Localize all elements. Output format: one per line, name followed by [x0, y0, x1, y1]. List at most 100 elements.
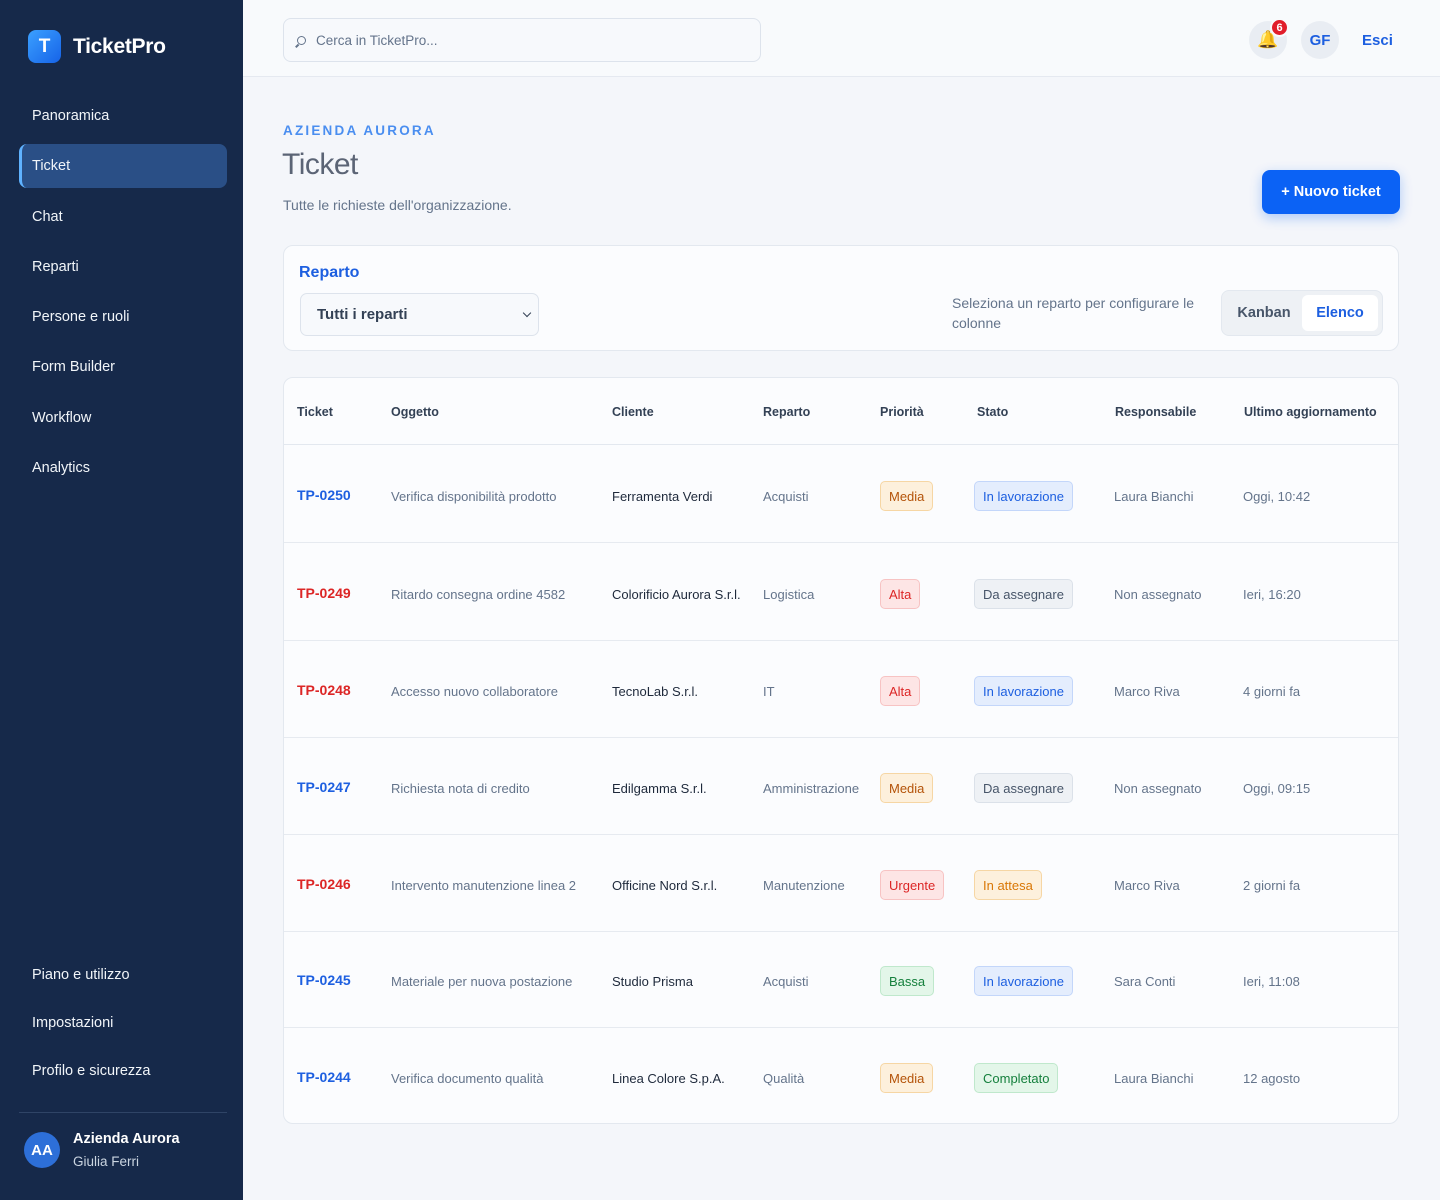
- status-badge: Completato: [974, 1063, 1059, 1093]
- sidebar-item-profilo-e-sicurezza[interactable]: Profilo e sicurezza: [32, 1063, 151, 1079]
- ticket-assignee: Marco Riva: [1114, 684, 1180, 699]
- column-header-oggetto[interactable]: Oggetto: [391, 405, 439, 419]
- view-list-button[interactable]: Elenco: [1302, 295, 1378, 331]
- table-row[interactable]: TP-0248 Accesso nuovo collaboratore Tecn…: [284, 641, 1398, 738]
- ticket-subject: Intervento manutenzione linea 2: [391, 878, 577, 893]
- view-toggle: Kanban Elenco: [1221, 290, 1383, 336]
- ticket-id-link[interactable]: TP-0247: [297, 779, 351, 795]
- ticket-updated: 2 giorni fa: [1243, 878, 1301, 893]
- column-header-responsabile[interactable]: Responsabile: [1115, 405, 1197, 419]
- priority-badge: Media: [880, 481, 934, 511]
- department-filter-hint: Seleziona un reparto per configurare le …: [952, 295, 1195, 331]
- column-header-ultimo-aggiornamento[interactable]: Ultimo aggiornamento: [1244, 405, 1377, 419]
- status-badge: In lavorazione: [974, 966, 1073, 996]
- priority-badge: Alta: [880, 676, 921, 706]
- status-badge: Da assegnare: [974, 579, 1073, 609]
- ticket-department: Acquisti: [763, 974, 809, 989]
- column-header-stato[interactable]: Stato: [977, 405, 1009, 419]
- ticket-id-link[interactable]: TP-0244: [297, 1069, 351, 1085]
- tickets-table: Ticket Oggetto Cliente Reparto Priorità …: [283, 377, 1399, 1124]
- chevron-down-icon: [522, 308, 532, 318]
- priority-badge: Urgente: [880, 870, 945, 900]
- logout-button[interactable]: Esci: [1362, 32, 1393, 49]
- profile-user: Giulia Ferri: [73, 1154, 140, 1169]
- sidebar-item-panoramica[interactable]: Panoramica: [32, 108, 110, 124]
- sidebar-item-persone-e-ruoli[interactable]: Persone e ruoli: [32, 309, 130, 326]
- ticket-updated: 4 giorni fa: [1243, 684, 1301, 699]
- user-menu-button[interactable]: GF: [1301, 21, 1339, 59]
- priority-badge: Alta: [880, 579, 921, 609]
- ticket-subject: Accesso nuovo collaboratore: [391, 684, 558, 699]
- ticket-client: Studio Prisma: [612, 974, 693, 989]
- column-header-ticket[interactable]: Ticket: [297, 405, 333, 419]
- ticket-updated: Oggi, 10:42: [1243, 489, 1311, 504]
- status-badge: In lavorazione: [974, 481, 1073, 511]
- priority-badge: Media: [880, 773, 934, 803]
- sidebar-item-chat[interactable]: Chat: [32, 208, 63, 225]
- ticket-assignee: Non assegnato: [1114, 781, 1202, 796]
- search-input[interactable]: [316, 32, 736, 48]
- page-subtitle: Tutte le richieste dell'organizzazione.: [283, 197, 512, 213]
- ticket-department: Manutenzione: [763, 878, 845, 893]
- ticket-updated: 12 agosto: [1243, 1071, 1301, 1086]
- ticket-assignee: Laura Bianchi: [1114, 1071, 1194, 1086]
- ticket-department: IT: [763, 684, 775, 699]
- table-row[interactable]: TP-0245 Materiale per nuova postazione S…: [284, 931, 1398, 1028]
- table-header: Ticket Oggetto Cliente Reparto Priorità …: [284, 378, 1398, 445]
- sidebar-item-form-builder[interactable]: Form Builder: [32, 359, 115, 376]
- department-select-value: Tutti i reparti: [317, 306, 408, 323]
- brand-logo-icon: T: [28, 30, 61, 63]
- avatar: AA: [24, 1132, 60, 1168]
- table-row[interactable]: TP-0247 Richiesta nota di credito Edilga…: [284, 738, 1398, 835]
- ticket-department: Acquisti: [763, 489, 809, 504]
- department-filter-label: Reparto: [299, 264, 360, 281]
- status-badge: In lavorazione: [974, 676, 1073, 706]
- table-row[interactable]: TP-0250 Verifica disponibilità prodotto …: [284, 446, 1398, 543]
- ticket-id-link[interactable]: TP-0250: [297, 487, 351, 503]
- ticket-id-link[interactable]: TP-0246: [297, 876, 351, 892]
- ticket-client: TecnoLab S.r.l.: [612, 684, 698, 699]
- sidebar-item-workflow[interactable]: Workflow: [32, 409, 92, 426]
- ticket-assignee: Non assegnato: [1114, 587, 1202, 602]
- column-header-priorita[interactable]: Priorità: [880, 405, 924, 419]
- sidebar-item-analytics[interactable]: Analytics: [32, 460, 91, 477]
- ticket-department: Amministrazione: [763, 781, 860, 796]
- ticket-subject: Ritardo consegna ordine 4582: [391, 587, 566, 602]
- department-filter-card: Reparto Tutti i reparti Seleziona un rep…: [283, 245, 1399, 351]
- ticket-id-link[interactable]: TP-0249: [297, 585, 351, 601]
- search-box[interactable]: [283, 18, 761, 62]
- table-row[interactable]: TP-0249 Ritardo consegna ordine 4582 Col…: [284, 544, 1398, 641]
- organization-eyebrow: AZIENDA AURORA: [283, 123, 436, 138]
- priority-badge: Media: [880, 1063, 934, 1093]
- ticket-subject: Materiale per nuova postazione: [391, 974, 573, 989]
- department-select[interactable]: Tutti i reparti: [300, 293, 539, 336]
- ticket-client: Linea Colore S.p.A.: [612, 1071, 725, 1086]
- sidebar-item-impostazioni[interactable]: Impostazioni: [32, 1015, 114, 1031]
- column-header-cliente[interactable]: Cliente: [612, 405, 654, 419]
- sidebar-nav: Panoramica Ticket Chat Reparti Persone e…: [19, 94, 227, 496]
- ticket-client: Officine Nord S.r.l.: [612, 878, 718, 893]
- ticket-department: Qualità: [763, 1071, 805, 1086]
- ticket-updated: Ieri, 11:08: [1243, 974, 1300, 989]
- sidebar-item-ticket[interactable]: Ticket: [19, 144, 227, 189]
- new-ticket-button[interactable]: + Nuovo ticket: [1262, 170, 1400, 214]
- table-row[interactable]: TP-0244 Verifica documento qualità Linea…: [284, 1028, 1398, 1123]
- ticket-id-link[interactable]: TP-0245: [297, 972, 351, 988]
- sidebar-item-piano-e-utilizzo[interactable]: Piano e utilizzo: [32, 967, 130, 983]
- table-row[interactable]: TP-0246 Intervento manutenzione linea 2 …: [284, 835, 1398, 932]
- column-header-reparto[interactable]: Reparto: [763, 405, 811, 419]
- page-title: Ticket: [282, 148, 358, 181]
- org-profile[interactable]: AA Azienda Aurora Giulia Ferri: [24, 1131, 180, 1169]
- ticket-assignee: Laura Bianchi: [1114, 489, 1194, 504]
- search-icon: [297, 35, 306, 45]
- status-badge: Da assegnare: [974, 773, 1073, 803]
- ticket-id-link[interactable]: TP-0248: [297, 682, 351, 698]
- ticket-subject: Verifica disponibilità prodotto: [391, 489, 557, 504]
- brand[interactable]: T TicketPro: [28, 30, 166, 63]
- ticket-assignee: Marco Riva: [1114, 878, 1180, 893]
- sidebar-divider: [19, 1112, 227, 1113]
- ticket-updated: Oggi, 09:15: [1243, 781, 1311, 796]
- view-kanban-button[interactable]: Kanban: [1237, 305, 1291, 321]
- ticket-subject: Richiesta nota di credito: [391, 781, 530, 796]
- sidebar-item-reparti[interactable]: Reparti: [32, 258, 79, 275]
